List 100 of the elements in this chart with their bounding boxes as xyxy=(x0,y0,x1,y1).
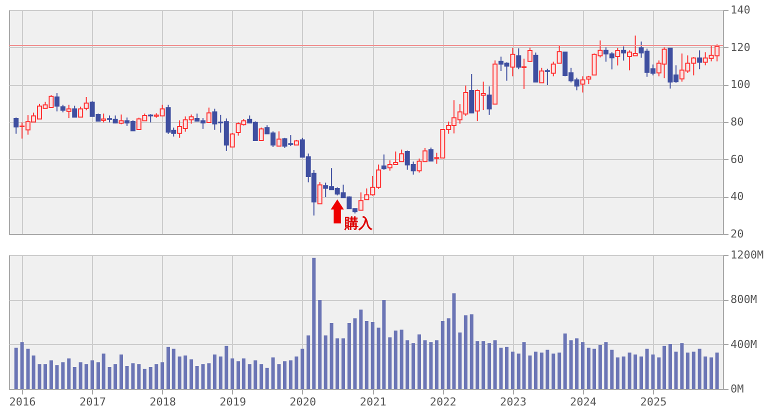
candlestick xyxy=(358,192,364,211)
bar xyxy=(388,337,392,389)
candlestick xyxy=(539,67,544,84)
bar xyxy=(704,356,708,389)
x-tick-label: 2025 xyxy=(640,396,667,406)
bar xyxy=(318,300,322,389)
bar xyxy=(14,348,18,389)
bar xyxy=(534,352,538,389)
bar xyxy=(201,364,205,389)
bar xyxy=(26,348,30,389)
bar xyxy=(44,364,48,389)
y-tick-label: 60 xyxy=(730,152,744,166)
bar xyxy=(423,340,427,389)
candlestick xyxy=(522,58,527,90)
bar xyxy=(347,323,351,389)
bar xyxy=(125,366,129,389)
bar xyxy=(628,352,632,389)
bar xyxy=(353,318,357,389)
bar xyxy=(342,338,346,389)
y-tick-label: 80 xyxy=(730,116,744,128)
bar xyxy=(230,358,234,389)
candlestick xyxy=(428,147,434,162)
y-tick-label: 40 xyxy=(730,190,744,204)
bar xyxy=(674,352,678,389)
bar xyxy=(440,320,444,389)
y-tick-label: 0M xyxy=(730,382,744,396)
bar xyxy=(61,362,65,389)
candlestick xyxy=(276,130,282,147)
bar xyxy=(265,368,269,389)
candlestick xyxy=(258,127,264,142)
bar xyxy=(142,368,146,389)
bar xyxy=(458,332,462,389)
bar xyxy=(692,352,696,389)
bar xyxy=(67,358,71,389)
bar xyxy=(282,361,286,389)
bar xyxy=(598,345,602,389)
bar xyxy=(260,364,264,389)
bar xyxy=(622,356,626,389)
bar xyxy=(651,354,655,389)
bar xyxy=(236,361,240,389)
bar xyxy=(190,359,194,389)
bar xyxy=(558,352,562,389)
bar xyxy=(306,335,310,389)
bar xyxy=(540,352,544,389)
bar xyxy=(84,364,88,389)
bar xyxy=(178,356,182,389)
bar xyxy=(102,354,106,389)
bar xyxy=(710,357,714,389)
bar xyxy=(312,258,316,389)
candlestick xyxy=(14,117,19,134)
x-tick-label: 2022 xyxy=(430,396,456,406)
y-tick-label: 1200M xyxy=(730,248,764,262)
x-tick-label: 2016 xyxy=(9,396,36,406)
candlestick xyxy=(580,76,586,94)
bar xyxy=(172,348,176,389)
candlestick xyxy=(469,74,474,114)
bar xyxy=(108,367,112,389)
candlestick xyxy=(527,47,532,62)
bar xyxy=(184,356,188,389)
bar xyxy=(470,314,474,389)
annotation: 購入 xyxy=(343,216,374,232)
bar xyxy=(90,360,94,389)
x-tick-label: 2020 xyxy=(290,396,316,406)
bar xyxy=(528,356,532,389)
y-tick-label: 140 xyxy=(730,4,750,16)
bar xyxy=(464,315,468,389)
bar xyxy=(516,354,520,389)
bar xyxy=(294,356,298,389)
bar xyxy=(412,343,416,389)
y-tick-label: 120 xyxy=(730,40,750,54)
bar xyxy=(166,346,170,389)
x-tick-label: 2021 xyxy=(360,396,386,406)
bar xyxy=(592,348,596,389)
bar xyxy=(668,344,672,389)
x-tick-label: 2024 xyxy=(570,396,597,406)
bar xyxy=(218,356,222,389)
bar xyxy=(212,354,216,389)
x-tick-label: 2018 xyxy=(150,396,176,406)
bar xyxy=(120,354,123,389)
bar xyxy=(324,335,328,389)
candlestick xyxy=(486,86,492,116)
bar xyxy=(254,360,258,389)
bar xyxy=(662,346,666,389)
bar xyxy=(78,362,82,389)
y-tick-label: 800M xyxy=(730,293,758,306)
bar xyxy=(248,364,252,389)
bar xyxy=(370,322,374,389)
candlestick xyxy=(544,68,550,86)
x-tick-label: 2019 xyxy=(220,396,246,406)
bar xyxy=(476,341,480,389)
bar xyxy=(394,330,398,389)
candlestick xyxy=(615,47,620,66)
candlestick xyxy=(697,50,702,70)
bar xyxy=(482,341,486,389)
candlestick xyxy=(621,46,626,62)
bar xyxy=(634,354,638,389)
bar xyxy=(330,323,334,389)
bar xyxy=(604,342,608,389)
bar xyxy=(148,367,152,389)
bar xyxy=(154,364,158,389)
